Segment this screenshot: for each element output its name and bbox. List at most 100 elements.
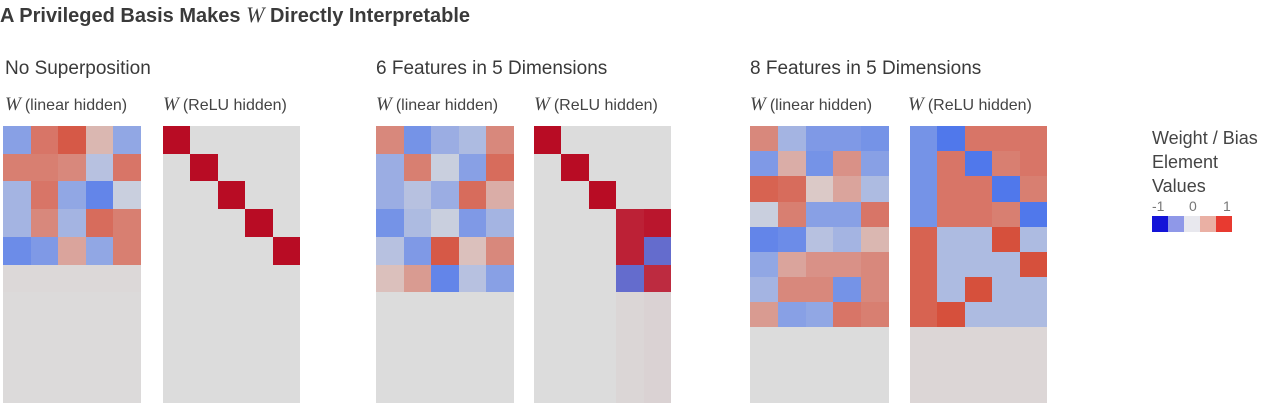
matrix-cell [458,292,487,320]
matrix-cell [534,347,562,376]
matrix-cell [113,236,141,265]
matrix-cell [190,347,218,376]
matrix-cell [750,251,778,278]
matrix-cell [616,319,644,348]
matrix-cell [937,377,965,403]
matrix-cell [616,153,644,182]
matrix-label-text: (ReLU hidden) [553,97,658,114]
matrix-cell [58,153,86,182]
matrix-cell [750,327,778,353]
matrix-var: W [163,94,179,115]
matrix-cell [272,209,300,237]
matrix-cell [833,226,862,252]
matrix-cell [750,277,778,303]
legend-title: Weight / Bias Element Values [1152,128,1258,196]
matrix-cell [1019,226,1047,252]
matrix-cell [861,377,889,403]
matrix-cell [85,319,114,348]
matrix-cell [163,181,191,210]
matrix-var: W [376,94,392,115]
matrix-cell [833,151,862,177]
matrix-cell [937,126,965,152]
matrix-cell [616,126,644,154]
legend-swatch [1200,216,1216,232]
matrix-cell [458,319,487,348]
matrix-cell [805,126,834,152]
matrix-cell [561,347,589,376]
matrix-cell [750,201,778,227]
matrix-cell [588,292,617,320]
matrix-cell [616,181,644,210]
matrix-cell [190,319,218,348]
matrix-cell [3,181,31,210]
matrix-cell [163,209,191,237]
matrix-cell [910,226,938,252]
matrix-cell [750,352,778,378]
matrix-cell [1019,327,1047,353]
matrix-cell [937,327,965,353]
matrix-cell [85,236,114,265]
matrix-cell [534,153,562,182]
weight-matrix-p2-linear [376,126,514,403]
matrix-cell [272,126,300,154]
matrix-cell [163,319,191,348]
matrix-cell [861,126,889,152]
matrix-label-text: (ReLU hidden) [182,97,287,114]
matrix-var: W [534,94,550,115]
matrix-cell [58,126,86,154]
matrix-cell [534,375,562,403]
matrix-cell [403,292,432,320]
matrix-cell [3,319,31,348]
matrix-cell [833,126,862,152]
matrix-cell [910,377,938,403]
matrix-cell [777,377,806,403]
matrix-cell [30,236,59,265]
matrix-cell [588,347,617,376]
legend-swatch [1168,216,1184,232]
matrix-cell [750,377,778,403]
matrix-cell [190,292,218,320]
legend-ticks: -1 0 1 [1152,198,1242,214]
legend-tick-min: -1 [1152,198,1165,214]
matrix-cell [458,153,487,182]
matrix-cell [992,176,1020,202]
matrix-cell [30,126,59,154]
matrix-cell [833,352,862,378]
matrix-cell [376,347,404,376]
matrix-cell [937,251,965,278]
matrix-cell [272,153,300,182]
figure-title-suffix: Directly Interpretable [269,5,471,27]
matrix-cell [643,236,671,265]
matrix-cell [910,126,938,152]
matrix-cell [992,201,1020,227]
matrix-cell [272,375,300,403]
matrix-cell [163,126,191,154]
matrix-cell [58,181,86,210]
matrix-cell [272,264,300,293]
weight-matrix-p2-relu [534,126,671,403]
matrix-cell [272,347,300,376]
matrix-cell [777,302,806,328]
matrix-var: W [750,94,766,115]
matrix-cell [937,151,965,177]
matrix-cell [1019,277,1047,303]
matrix-cell [85,375,114,403]
matrix-cell [486,236,514,265]
matrix-cell [190,375,218,403]
matrix-cell [403,347,432,376]
matrix-cell [534,181,562,210]
figure-title-prefix: A Privileged Basis Makes [0,5,241,27]
matrix-cell [1019,126,1047,152]
matrix-cell [643,319,671,348]
matrix-cell [403,181,432,210]
matrix-cell [30,153,59,182]
matrix-cell [750,226,778,252]
matrix-cell [431,264,459,293]
matrix-cell [431,292,459,320]
matrix-cell [458,347,487,376]
matrix-cell [861,226,889,252]
matrix-label-text: (linear hidden) [395,97,499,114]
matrix-cell [85,264,114,293]
matrix-cell [964,151,993,177]
matrix-label-text: (linear hidden) [24,97,128,114]
